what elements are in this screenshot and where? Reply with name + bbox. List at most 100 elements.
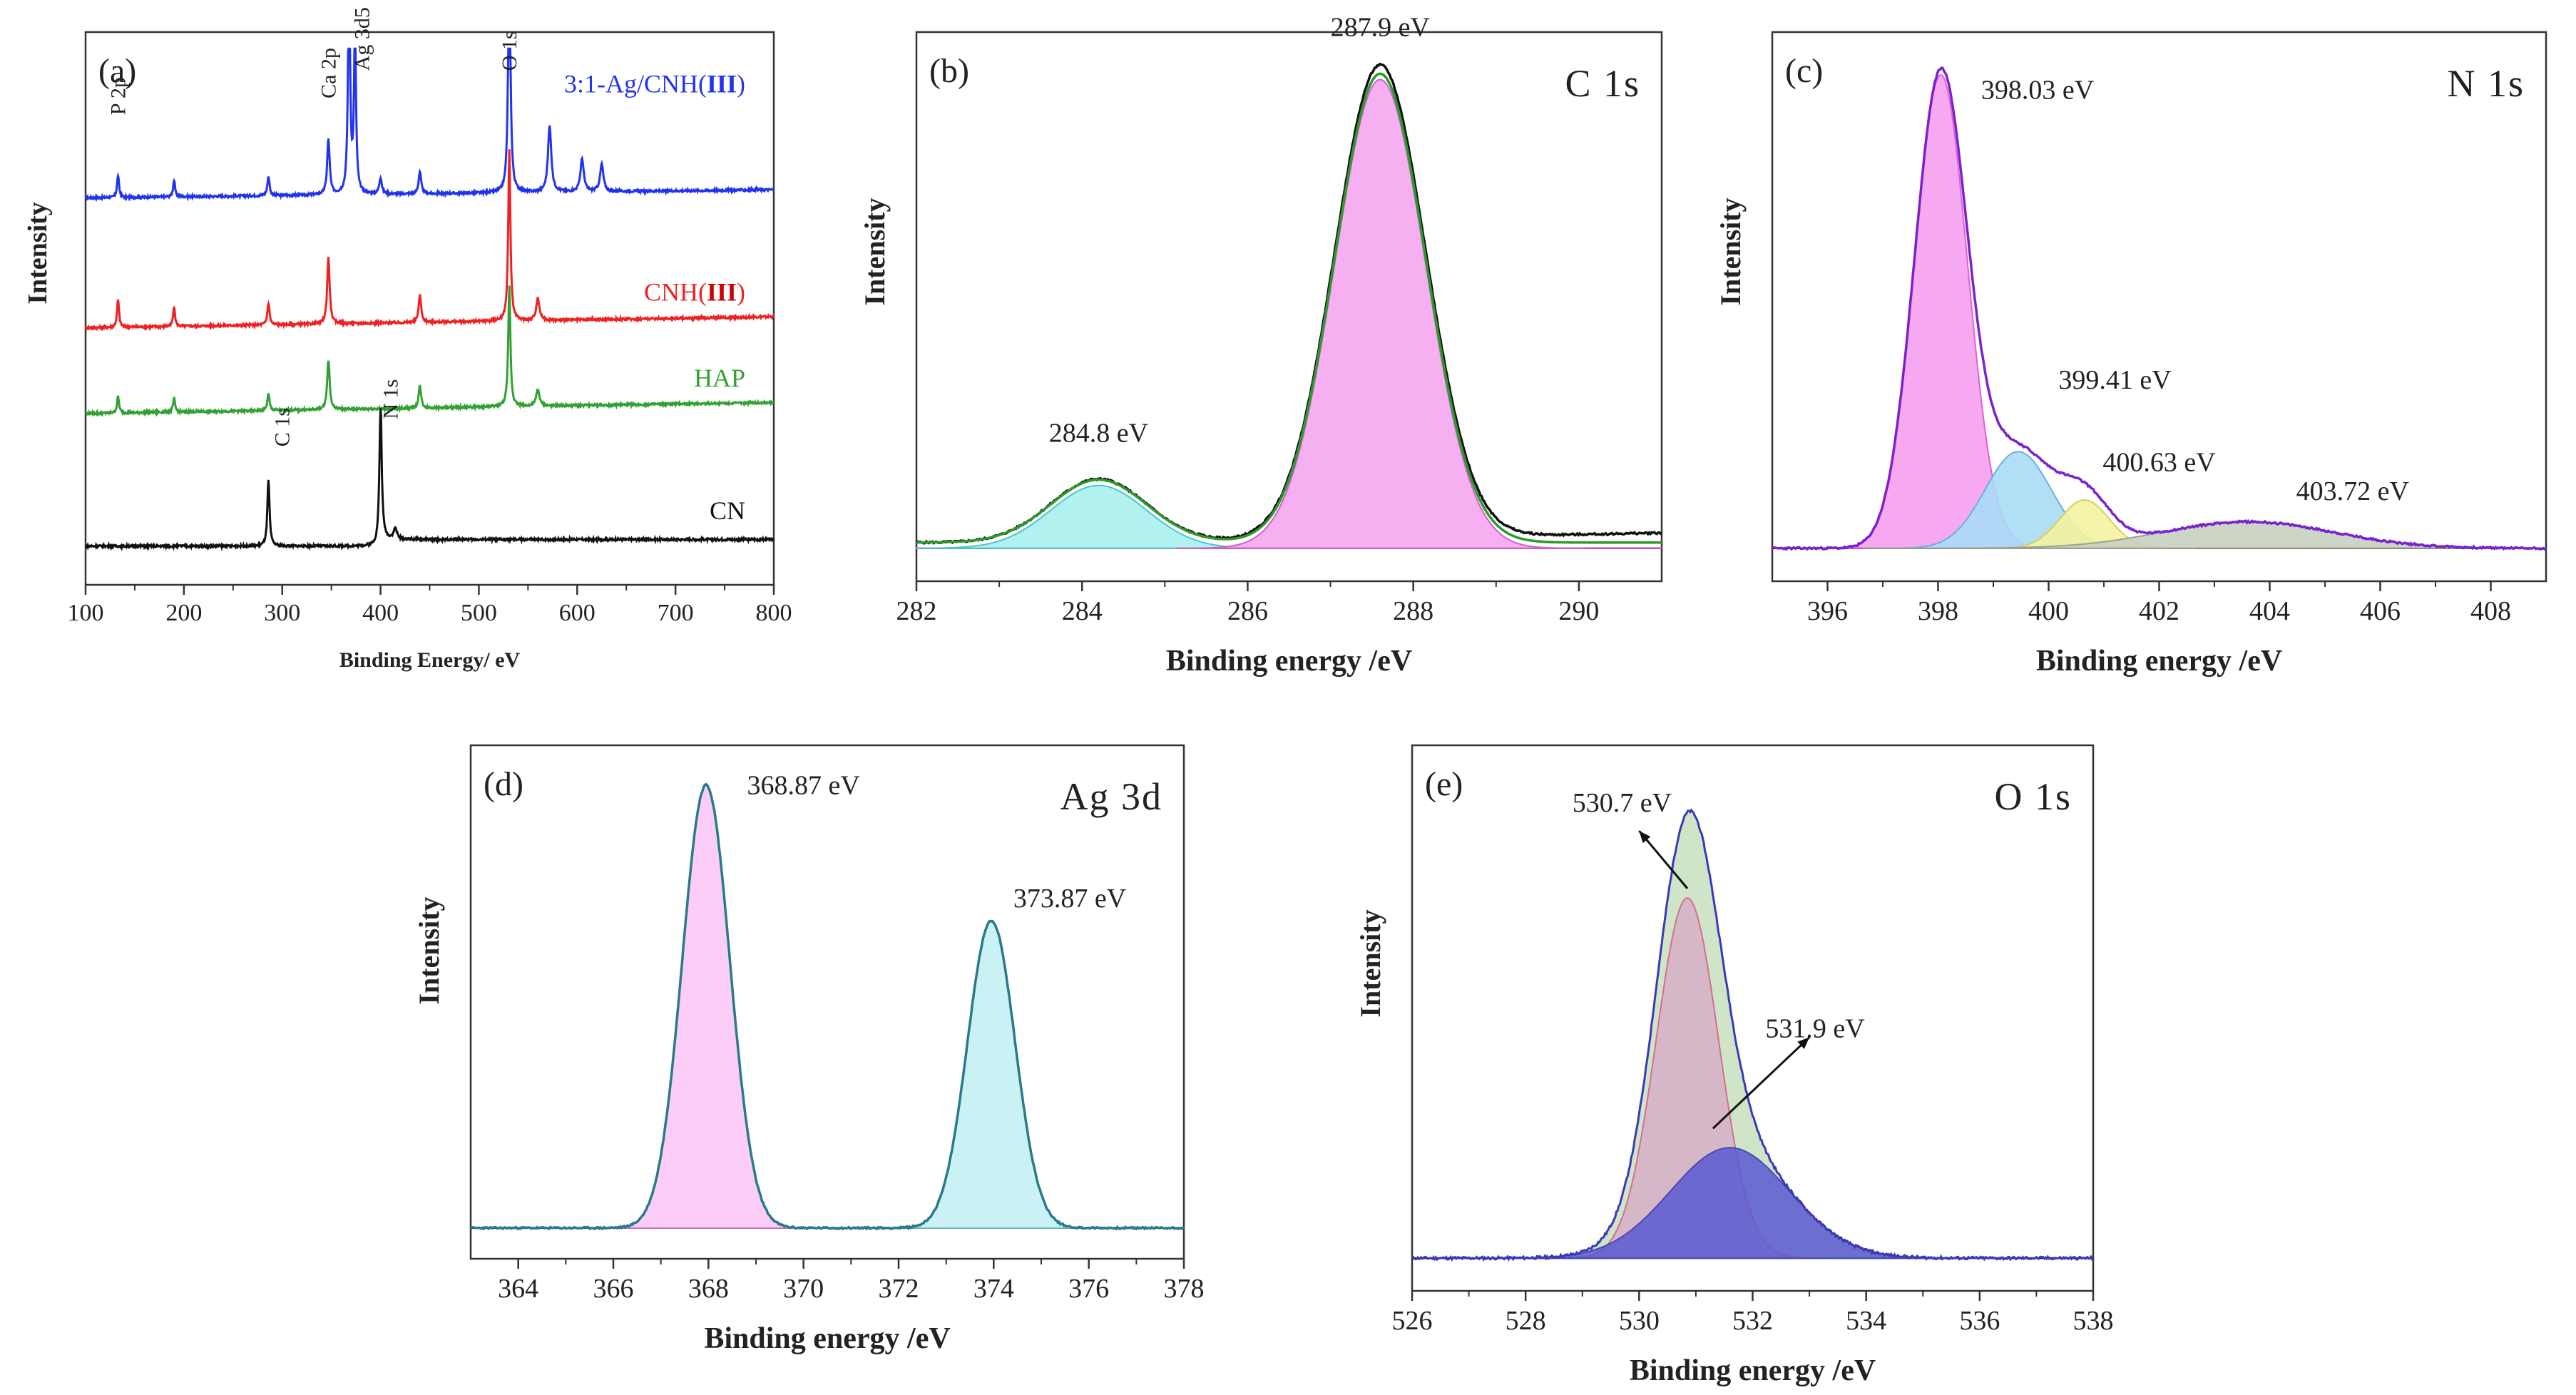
x-tick-label: 600	[559, 600, 596, 626]
x-tick-label: 366	[593, 1274, 634, 1304]
arrow-head	[1797, 1037, 1810, 1049]
peak-annotation: P 2p	[106, 77, 130, 115]
panel-b: 282 284 286 288 290 Binding energy /eV Intensi…	[859, 13, 1663, 678]
x-tick-label: 532	[1732, 1306, 1773, 1336]
plot-frame	[915, 31, 1663, 583]
peak-label: 284.8 eV	[1049, 419, 1149, 449]
x-tick-label: 406	[2360, 596, 2401, 626]
peak-label: 373.87 eV	[1013, 884, 1127, 914]
x-tick-label: 288	[1393, 596, 1433, 626]
x-tick-label: 534	[1846, 1306, 1886, 1336]
x-axis-label: Binding energy /eV	[704, 1322, 950, 1355]
plot-frame	[84, 31, 775, 586]
x-tick-label: 376	[1068, 1274, 1109, 1304]
raw-spectrum-line	[915, 62, 1662, 545]
series-label: CNH(III)	[644, 278, 745, 307]
peak-label: 368.87 eV	[747, 771, 861, 801]
y-axis-label: Intensity	[413, 896, 445, 1004]
x-tick-label: 100	[68, 600, 104, 626]
element-label: C 1s	[1565, 62, 1640, 105]
x-axis-label: Binding energy /eV	[1630, 1354, 1876, 1387]
component-peak-1	[1462, 1147, 1998, 1259]
peak-label: 398.03 eV	[1981, 76, 2095, 106]
x-tick-label: 528	[1506, 1306, 1546, 1336]
peak-label: 531.9 eV	[1765, 1013, 1865, 1043]
x-tick-label: 398	[1918, 596, 1958, 626]
panel-tag: (d)	[484, 765, 523, 803]
peak-annotation: C 1s	[271, 408, 295, 446]
plot-frame	[469, 744, 1185, 1260]
peak-annotation: Ag 3d5	[350, 7, 374, 71]
x-tick-label: 404	[2249, 596, 2290, 626]
panel-a: 100 200 300 400 500 600 700 800 Binding Energy/ …	[23, 7, 792, 672]
x-tick-label: 364	[498, 1274, 538, 1304]
x-tick-label: 800	[756, 600, 792, 626]
panel-tag: (a)	[98, 52, 136, 90]
x-tick-label: 286	[1227, 596, 1268, 626]
x-axis-label: Binding energy /eV	[2036, 645, 2282, 678]
series-line-1	[84, 149, 775, 332]
x-tick-label: 284	[1062, 596, 1103, 626]
component-peak-0	[600, 784, 812, 1229]
arrow-line	[1638, 829, 1689, 889]
series-label: HAP	[694, 364, 745, 392]
peak-annotation: N 1s	[379, 379, 402, 419]
x-tick-label: 378	[1164, 1274, 1205, 1304]
x-tick-label: 402	[2139, 596, 2179, 626]
panels-group: 100 200 300 400 500 600 700 800 Binding Energy/ …	[23, 7, 2547, 1387]
peak-label: 287.9 eV	[1331, 13, 1431, 43]
y-axis-label: Intensity	[1354, 909, 1386, 1017]
series-label: 3:1-Ag/CNH(III)	[564, 70, 745, 98]
series-line-0	[85, 47, 775, 203]
x-tick-label: 700	[658, 600, 694, 626]
y-axis-label: Intensity	[859, 198, 891, 305]
x-tick-label: 396	[1807, 596, 1848, 626]
peak-annotation: Ca 2p	[317, 48, 341, 98]
x-tick-label: 200	[165, 600, 202, 626]
x-tick-label: 400	[2028, 596, 2069, 626]
arrow-head	[1639, 830, 1651, 844]
x-tick-label: 370	[783, 1274, 824, 1304]
x-tick-label: 536	[1959, 1306, 2000, 1336]
element-label: Ag 3d	[1060, 775, 1163, 818]
x-axis-label: Binding energy /eV	[1166, 645, 1412, 678]
peak-label: 399.41 eV	[2058, 365, 2172, 395]
peak-label: 530.7 eV	[1573, 788, 1672, 818]
component-peak-1	[885, 919, 1098, 1229]
x-tick-label: 368	[688, 1274, 729, 1304]
panel-d: 364 366 368 370 372 374 376 378 Binding energy /…	[413, 744, 1205, 1355]
fit-envelope-line	[469, 782, 1185, 1231]
element-label: O 1s	[1994, 775, 2072, 818]
panel-c: 396 398 400 402 404 406 408 Binding energy /eV I…	[1714, 31, 2547, 678]
fit-envelope-line	[916, 72, 1662, 544]
x-tick-label: 300	[264, 600, 300, 626]
series-label: CN	[710, 496, 745, 525]
arrow-line	[1712, 1036, 1811, 1130]
x-tick-label: 372	[879, 1274, 919, 1304]
element-label: N 1s	[2447, 62, 2525, 105]
x-axis-label: Binding Energy/ eV	[339, 648, 521, 672]
panel-tag: (b)	[929, 52, 969, 90]
x-tick-label: 282	[896, 596, 937, 626]
component-peak-1	[1176, 78, 1585, 549]
fit-envelope-line	[1771, 66, 2547, 551]
panel-tag: (e)	[1425, 765, 1463, 803]
x-tick-label: 374	[973, 1274, 1014, 1304]
x-tick-label: 530	[1619, 1306, 1660, 1336]
x-tick-label: 408	[2470, 596, 2511, 626]
fit-envelope-line	[1411, 808, 2094, 1262]
peak-label: 403.72 eV	[2296, 476, 2410, 506]
y-axis-label: Intensity	[1714, 198, 1747, 305]
y-axis-label: Intensity	[23, 202, 53, 305]
panel-e: 526 528 530 532 534 536 538 Binding energy /eV I…	[1354, 744, 2114, 1387]
x-tick-label: 290	[1558, 596, 1599, 626]
series-line-2	[84, 285, 775, 418]
x-tick-label: 400	[362, 600, 399, 626]
x-tick-label: 500	[461, 600, 497, 626]
series-line-3	[85, 408, 775, 552]
x-tick-label: 526	[1392, 1306, 1433, 1336]
panel-tag: (c)	[1785, 52, 1823, 90]
peak-annotation: O 1s	[498, 31, 521, 71]
peak-label: 400.63 eV	[2102, 447, 2216, 477]
